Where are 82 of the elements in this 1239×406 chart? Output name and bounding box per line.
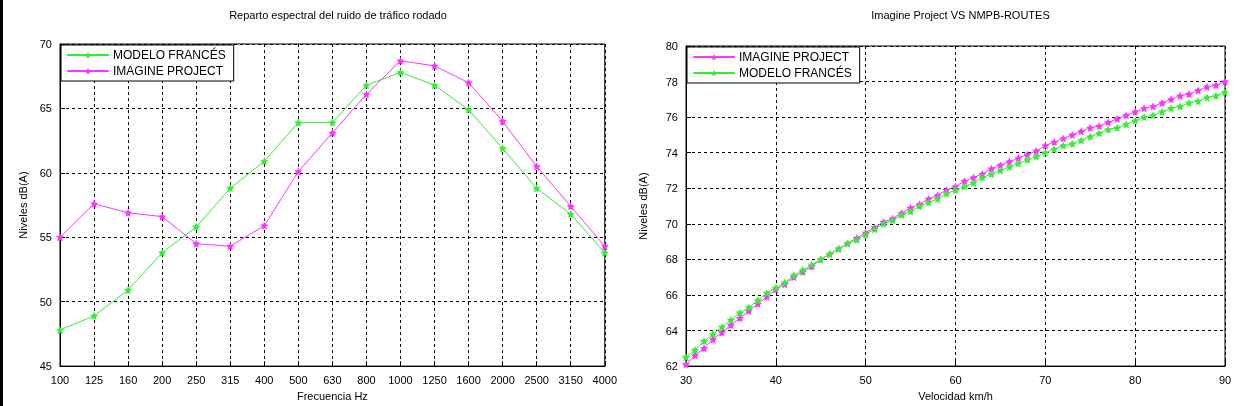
y-tick-label: 65: [39, 102, 52, 115]
legend-label: MODELO FRANCÉS: [739, 65, 852, 80]
y-tick-label: 45: [39, 360, 52, 373]
point: [464, 78, 473, 87]
point: [600, 248, 609, 257]
x-tick-label: 90: [1218, 373, 1232, 386]
y-tick-label: 50: [39, 295, 52, 308]
y-tick-label: 66: [665, 288, 678, 301]
y-tick-label: 70: [665, 217, 678, 230]
x-tick-label: 30: [679, 373, 693, 386]
point: [328, 118, 337, 127]
y-tick-label: 78: [665, 75, 678, 88]
point: [532, 184, 541, 193]
y-tick-label: 60: [39, 166, 52, 179]
point: [396, 68, 405, 77]
legend-label: IMAGINE PROJECT: [739, 50, 850, 64]
y-axis-title: Niveles dB(A): [636, 172, 649, 240]
point: [396, 56, 405, 65]
point: [430, 81, 439, 90]
x-axis-title: Frecuencia Hz: [296, 389, 368, 402]
point: [498, 117, 507, 126]
x-tick-label: 100: [50, 373, 70, 386]
x-tick-label: 60: [949, 373, 962, 386]
x-tick-label: 2000: [490, 373, 515, 386]
x-tick-label: 630: [323, 373, 342, 386]
point: [56, 326, 64, 335]
legend-label: MODELO FRANCÉS: [113, 47, 226, 62]
point: [260, 157, 269, 166]
point: [430, 61, 439, 70]
x-tick-label: 400: [255, 373, 274, 386]
point: [362, 90, 371, 99]
x-tick-label: 250: [187, 373, 206, 386]
x-axis-title: Velocidad km/h: [918, 389, 993, 402]
chart-title: Imagine Project VS NMPB-ROUTES: [871, 8, 1050, 21]
point: [192, 222, 201, 231]
x-tick-label: 50: [859, 373, 872, 386]
point: [294, 118, 303, 127]
point: [464, 105, 473, 114]
x-tick-label: 160: [118, 373, 138, 386]
x-tick-label: 200: [152, 373, 172, 386]
point: [498, 144, 507, 153]
y-tick-label: 74: [665, 146, 678, 159]
x-tick-label: 125: [84, 373, 104, 386]
x-tick-label: 1000: [388, 373, 413, 386]
point: [260, 221, 269, 230]
y-tick-label: 64: [665, 324, 678, 337]
point: [124, 286, 133, 295]
x-tick-label: 1600: [456, 373, 481, 386]
legend-label: IMAGINE PROJECT: [113, 64, 224, 78]
point: [56, 233, 64, 242]
y-tick-label: 76: [665, 111, 678, 124]
chart-title: Reparto espectral del ruido de tráfico rodado: [229, 8, 447, 21]
x-tick-label: 800: [357, 373, 376, 386]
y-tick-label: 62: [665, 360, 678, 373]
x-tick-label: 1250: [422, 373, 447, 386]
x-tick-label: 500: [289, 373, 308, 386]
x-tick-label: 315: [221, 373, 240, 386]
y-tick-label: 55: [39, 231, 52, 244]
y-tick-label: 80: [665, 40, 678, 52]
x-tick-label: 4000: [592, 373, 618, 386]
point: [192, 239, 201, 248]
y-tick-label: 72: [665, 182, 678, 195]
x-tick-label: 2500: [524, 373, 549, 386]
y-tick-label: 68: [665, 253, 678, 266]
x-tick-label: 3150: [558, 373, 583, 386]
point: [158, 248, 167, 257]
x-tick-label: 70: [1039, 373, 1052, 386]
y-axis-title: Niveles dB(A): [17, 171, 30, 239]
point: [158, 212, 167, 221]
point: [566, 202, 575, 211]
point: [566, 210, 575, 219]
point: [124, 208, 133, 217]
x-tick-label: 80: [1129, 373, 1142, 386]
point: [226, 184, 235, 193]
point: [362, 81, 371, 90]
x-tick-label: 40: [769, 373, 782, 386]
point: [226, 242, 235, 251]
point: [600, 242, 609, 251]
point: [294, 167, 303, 176]
y-tick-label: 70: [39, 38, 52, 50]
point: [328, 128, 337, 137]
point: [532, 162, 541, 171]
